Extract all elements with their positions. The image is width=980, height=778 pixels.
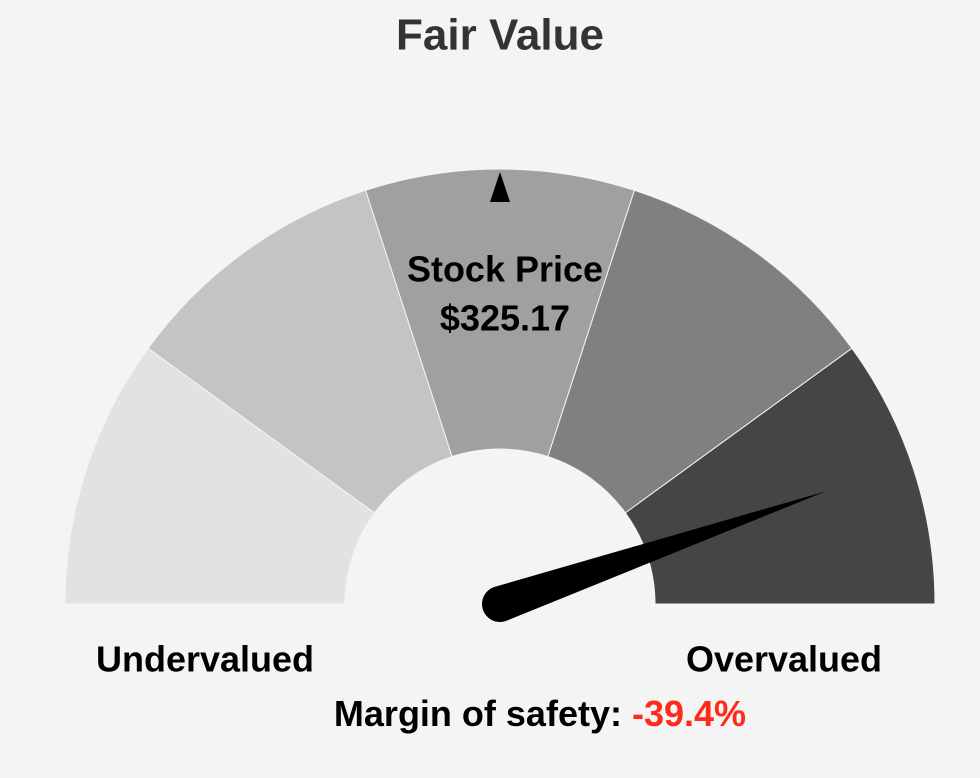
price-label: Stock Price <box>407 249 603 290</box>
gauge-band <box>64 347 376 605</box>
margin-value: -39.4% <box>632 693 746 734</box>
margin-text: Margin of safety: -39.4% <box>334 693 746 734</box>
gauge-band <box>547 189 853 514</box>
reference-marker <box>490 172 510 202</box>
needle <box>481 491 827 623</box>
gauge-band <box>147 189 453 514</box>
price-value: $325.17 <box>440 298 570 339</box>
left-label: Undervalued <box>96 639 314 680</box>
chart-title: Fair Value <box>396 11 604 60</box>
margin-label: Margin of safety: <box>334 693 622 734</box>
gauge-band <box>364 168 636 458</box>
right-label: Overvalued <box>686 639 882 680</box>
